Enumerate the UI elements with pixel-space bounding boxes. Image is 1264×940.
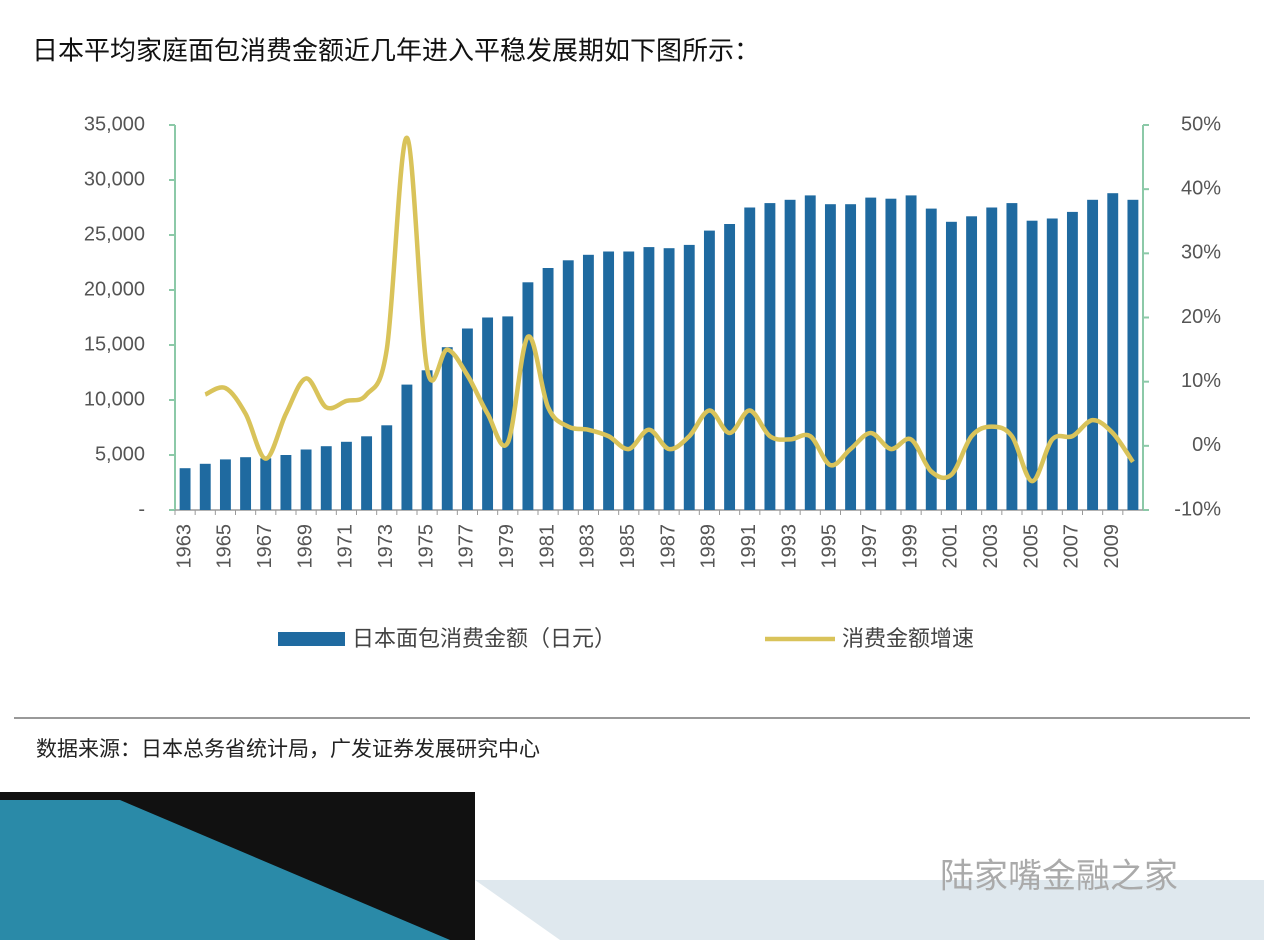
y2-tick-label: 0% [1192,434,1221,456]
bar [663,248,675,510]
x-tick-label: 1999 [899,524,921,569]
bar [925,208,937,510]
bar [240,457,252,510]
bar [562,260,574,510]
bar [784,199,796,511]
legend-label: 消费金额增速 [842,627,974,652]
bar [703,230,715,510]
y-tick-label: 5,000 [95,443,145,465]
bar [986,207,998,510]
x-tick-label: 1995 [819,524,841,569]
x-tick-label: 1997 [859,524,881,569]
x-tick-label: 1971 [335,524,357,569]
bar [966,216,978,511]
y2-tick-label: 40% [1181,177,1221,199]
bar [1107,193,1119,510]
x-tick-label: 1993 [778,524,800,569]
y-tick-label: 30,000 [84,168,145,190]
x-tick-label: 1975 [415,524,437,569]
bar [542,268,554,510]
line [204,135,1135,484]
y-tick-label: 15,000 [84,333,145,355]
x-tick-label: 1977 [456,524,478,569]
x-tick-label: 2003 [980,524,1002,569]
bar [582,254,594,510]
y-tick-label: - [138,498,145,520]
bar [340,441,352,510]
y2-tick-label: 10% [1181,370,1221,392]
bar [502,316,514,510]
bar [179,468,191,510]
legend-label: 日本面包消费金额（日元） [352,627,616,652]
bar [381,425,393,510]
bar [603,251,615,510]
y2-tick-label: 20% [1181,306,1221,328]
bar [824,204,836,510]
bar [320,446,332,510]
y2-tick-label: -10% [1174,498,1221,520]
bar [300,449,312,510]
bar [724,224,736,510]
bar [401,384,413,510]
bar [885,198,897,510]
x-tick-label: 1985 [617,524,639,569]
x-tick-label: 1983 [577,524,599,569]
decor-teal [0,800,450,940]
x-tick-label: 2001 [940,524,962,569]
x-tick-label: 1991 [738,524,760,569]
x-tick-label: 2005 [1020,524,1042,569]
y2-tick-label: 50% [1181,113,1221,135]
y2-tick-label: 30% [1181,242,1221,264]
bar [522,282,534,510]
x-tick-label: 1987 [657,524,679,569]
bar [1127,199,1139,511]
x-tick-label: 1969 [294,524,316,569]
x-tick-label: 1963 [173,524,195,569]
bar [441,347,453,510]
x-tick-label: 2007 [1061,524,1083,569]
x-tick-label: 1973 [375,524,397,569]
bar [1006,203,1018,510]
bar [845,204,857,510]
bar [1046,218,1058,510]
bar [199,463,211,510]
bar [764,203,776,510]
bar [280,455,292,510]
y-tick-label: 35,000 [84,113,145,135]
bar [219,459,231,510]
bar [683,244,695,510]
decor-light [475,880,1264,940]
y-tick-label: 10,000 [84,388,145,410]
y-tick-label: 25,000 [84,223,145,245]
legend-swatch [278,632,345,646]
bar [865,197,877,510]
bar [905,195,917,510]
x-tick-label: 1979 [496,524,518,569]
bar [1026,220,1038,510]
bar [1066,211,1078,510]
x-tick-label: 1989 [698,524,720,569]
y-tick-label: 20,000 [84,278,145,300]
bar [361,436,373,510]
x-tick-label: 2009 [1101,524,1123,569]
bar [421,370,433,510]
bar [945,221,957,511]
x-tick-label: 1981 [536,524,558,569]
chart-title: 日本平均家庭面包消费金额近几年进入平稳发展期如下图所示： [32,37,760,67]
bar [461,328,473,510]
bar [260,458,272,510]
bar [1087,199,1099,511]
bar [804,195,816,510]
bar [643,247,655,510]
x-tick-label: 1965 [214,524,236,569]
watermark: 陆家嘴金融之家 [940,857,1178,897]
bar [623,251,635,510]
x-tick-label: 1967 [254,524,276,569]
bar [744,207,756,510]
source: 数据来源：日本总务省统计局，广发证券发展研究中心 [36,737,540,761]
